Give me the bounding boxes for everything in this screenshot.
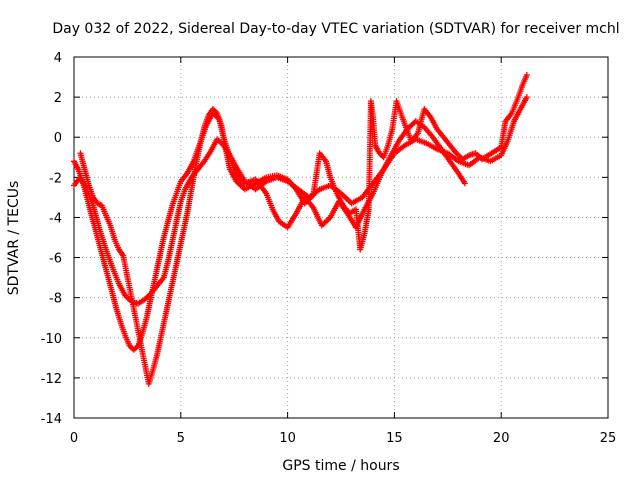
axis-ticks: 0 5 10 15 20 25 -14 -12 -10 -8 -6 -4 -2 0 2 4	[41, 51, 617, 446]
series-trace-a	[71, 110, 468, 353]
x-tick-label: 0	[70, 431, 78, 446]
y-axis-title: SDTVAR / TECUs	[6, 181, 22, 296]
data-series	[71, 72, 530, 387]
x-tick-label: 25	[600, 431, 617, 446]
x-tick-label: 15	[386, 431, 403, 446]
chart-title: Day 032 of 2022, Sidereal Day-to-day VTE…	[52, 21, 619, 37]
y-tick-label: 2	[54, 91, 62, 106]
y-tick-label: -12	[41, 372, 62, 387]
y-tick-label: -14	[41, 412, 62, 427]
y-tick-label: 0	[54, 131, 62, 146]
y-tick-label: -2	[49, 171, 62, 186]
y-tick-label: 4	[54, 51, 62, 66]
plot-frame	[73, 56, 609, 419]
series-trace-b	[71, 94, 530, 307]
x-axis-title: GPS time / hours	[282, 458, 399, 474]
x-tick-label: 20	[493, 431, 510, 446]
y-tick-label: -8	[49, 292, 62, 307]
series-trace-c	[77, 72, 530, 387]
data-point	[523, 72, 530, 79]
data-point	[523, 94, 530, 101]
y-tick-label: -6	[49, 252, 62, 267]
y-tick-label: -4	[49, 211, 62, 226]
x-tick-label: 5	[177, 431, 185, 446]
data-point	[461, 180, 468, 187]
x-tick-label: 10	[279, 431, 296, 446]
y-tick-label: -10	[41, 332, 62, 347]
